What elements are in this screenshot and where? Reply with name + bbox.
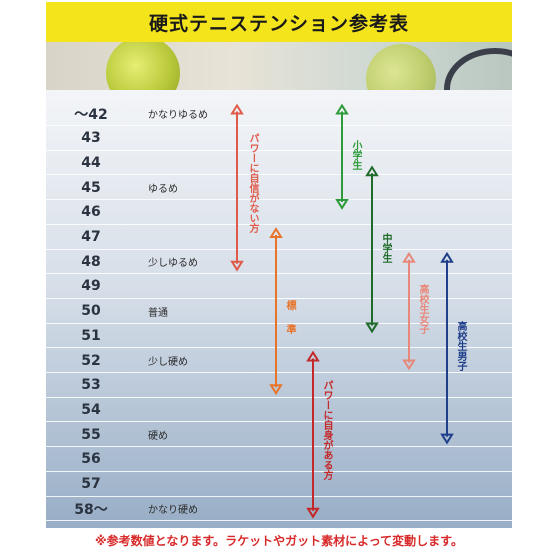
tension-value: 49 (81, 278, 101, 295)
table-row: 52 少し硬め (46, 349, 512, 373)
table-row: ～42 かなりゆるめ (46, 102, 512, 126)
tension-value: 44 (81, 154, 101, 171)
tension-value: 52 (81, 352, 101, 369)
table-row: 55 硬め (46, 423, 512, 448)
table-row: 57 (46, 473, 512, 497)
tennis-banner-image (46, 42, 512, 90)
range-label: パワーに自身がある方 (321, 379, 332, 480)
tension-value: 43 (81, 130, 101, 147)
range-label: 標準 (284, 300, 295, 349)
page-title: 硬式テニステンション参考表 (46, 2, 512, 42)
tension-description: 少しゆるめ (148, 258, 198, 270)
table-row: 49 (46, 275, 512, 299)
tension-value: 53 (81, 377, 101, 394)
tension-value: 56 (81, 451, 101, 468)
tension-value: 48 (81, 253, 101, 270)
tension-value: 58～ (74, 501, 108, 518)
table-row: 48 少しゆるめ (46, 250, 512, 275)
tension-description: かなりゆるめ (148, 110, 208, 121)
table-row: 46 (46, 201, 512, 225)
range-label: パワーに自信がない方 (247, 132, 258, 233)
tension-table: ～42 かなりゆるめ 43 44 45 ゆるめ 46 47 48 少しゆるめ 49 50 普通 51 52 少… (46, 90, 512, 528)
table-row: 54 (46, 398, 512, 423)
tension-description: 硬め (148, 431, 168, 443)
range-label: 小学生 (350, 140, 361, 171)
tension-description: かなり硬め (148, 505, 198, 517)
table-row: 56 (46, 448, 512, 472)
racket-image (444, 48, 512, 90)
tension-description: 普通 (148, 307, 168, 319)
tennis-ball-image (366, 44, 436, 90)
tension-value: 54 (81, 401, 101, 418)
tennis-ball-image (106, 42, 180, 90)
table-row: 51 (46, 324, 512, 349)
tension-value: 55 (81, 426, 101, 443)
range-label: 高校生女子 (417, 283, 428, 334)
tension-value: 46 (81, 204, 101, 221)
table-row: 45 ゆるめ (46, 176, 512, 201)
table-row: 58～ かなり硬め (46, 497, 512, 522)
tension-value: 45 (81, 179, 101, 196)
tension-value: ～42 (74, 106, 108, 123)
tension-value: 51 (81, 327, 101, 344)
tension-description: 少し硬め (148, 357, 188, 368)
tension-value: 50 (81, 303, 101, 320)
tension-description: ゆるめ (148, 184, 178, 196)
table-row: 44 (46, 151, 512, 176)
table-row: 50 普通 (46, 300, 512, 324)
range-label: 中学生 (380, 232, 391, 263)
table-row: 43 (46, 127, 512, 151)
table-row: 47 (46, 226, 512, 250)
footnote: ※参考数値となります。ラケットやガット素材によって変動します。 (95, 534, 463, 548)
tension-value: 47 (81, 229, 101, 245)
table-row: 53 (46, 374, 512, 398)
range-label: 高校生男子 (455, 320, 466, 371)
tension-value: 57 (81, 476, 101, 492)
